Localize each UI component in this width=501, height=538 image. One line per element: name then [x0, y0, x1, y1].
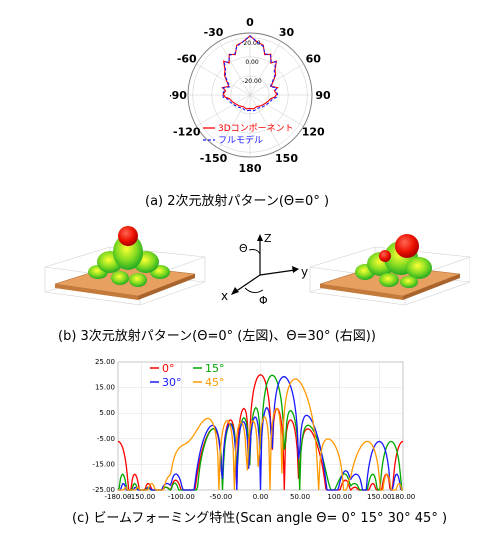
legend-label: 30° [162, 376, 182, 389]
y-tick-label: 5.00 [99, 409, 115, 417]
caption-a: (a) 2次元放射パターン(Θ=0° ) [145, 194, 330, 209]
angle-tick-label: 150 [275, 152, 298, 165]
x-tick-label: -50.00 [210, 493, 233, 501]
x-tick-label: -100.00 [168, 493, 195, 501]
pattern-3d-theta30 [309, 234, 470, 306]
angle-tick-label: 30 [279, 26, 295, 39]
angle-tick-label: 60 [306, 53, 322, 66]
x-tick-label: 0.00 [253, 493, 269, 501]
angle-tick-label: -60 [177, 53, 197, 66]
radial-tick-label: 0.00 [245, 59, 259, 66]
beam-series-line [117, 374, 403, 491]
x-tick-label: 180.00 [391, 493, 415, 501]
x-tick-label: 100.00 [327, 493, 352, 501]
axis-z-label: Z [264, 232, 272, 245]
x-tick-label: 50.00 [290, 493, 310, 501]
angle-tick-label: 180 [239, 162, 262, 175]
y-tick-label: 15.00 [95, 384, 115, 392]
beamforming-chart: 25.0015.005.00-5.00-15.00-25.00-180.00-1… [92, 358, 415, 501]
axis-x-label: x [221, 289, 228, 303]
caption-b: (b) 3次元放射パターン(Θ=0° (左図)、Θ=30° (右図)) [58, 329, 376, 344]
y-tick-label: 25.00 [95, 358, 115, 366]
axis-y-label: y [301, 265, 308, 279]
legend-label: 0° [162, 362, 175, 375]
caption-c: (c) ビームフォーミング特性(Scan angle Θ= 0° 15° 30°… [72, 511, 448, 526]
pattern-3d-panel: Z Θ y x Φ [44, 226, 470, 307]
y-tick-label: -15.00 [92, 460, 115, 468]
axis-phi-label: Φ [259, 294, 268, 307]
radial-tick-label: 20.00 [243, 40, 260, 47]
beam-series-line [118, 378, 403, 491]
legend-label: 45° [205, 376, 225, 389]
angle-tick-label: -120 [173, 126, 201, 139]
y-tick-label: -5.00 [97, 435, 115, 443]
legend-label: 3Dコンポーネント [218, 123, 294, 134]
x-tick-label: 150.00 [367, 493, 392, 501]
radial-tick-label: -20.00 [242, 78, 262, 85]
x-tick-label: -180.00 [104, 493, 131, 501]
angle-tick-label: -30 [204, 26, 224, 39]
x-tick-label: -150.00 [128, 493, 155, 501]
angle-tick-label: -150 [200, 152, 228, 165]
polar-series-line [221, 35, 279, 112]
polar-plot: 0 30 60 90 120 150 180 -150 -120 -90 -60 -30 20.00 0.… [170, 16, 330, 175]
angle-tick-label: 120 [302, 126, 325, 139]
legend-label: 15° [205, 362, 225, 375]
axis-theta-label: Θ [239, 242, 248, 255]
legend-label: フルモデル [218, 134, 263, 146]
pattern-3d-theta0 [44, 226, 206, 306]
angle-tick-label: 90 [315, 89, 330, 102]
angle-tick-label: -90 [170, 89, 187, 102]
y-tick-label: -25.00 [92, 486, 115, 494]
axes-diagram: Z Θ y x Φ [221, 232, 308, 307]
angle-tick-label: 0 [246, 16, 254, 29]
